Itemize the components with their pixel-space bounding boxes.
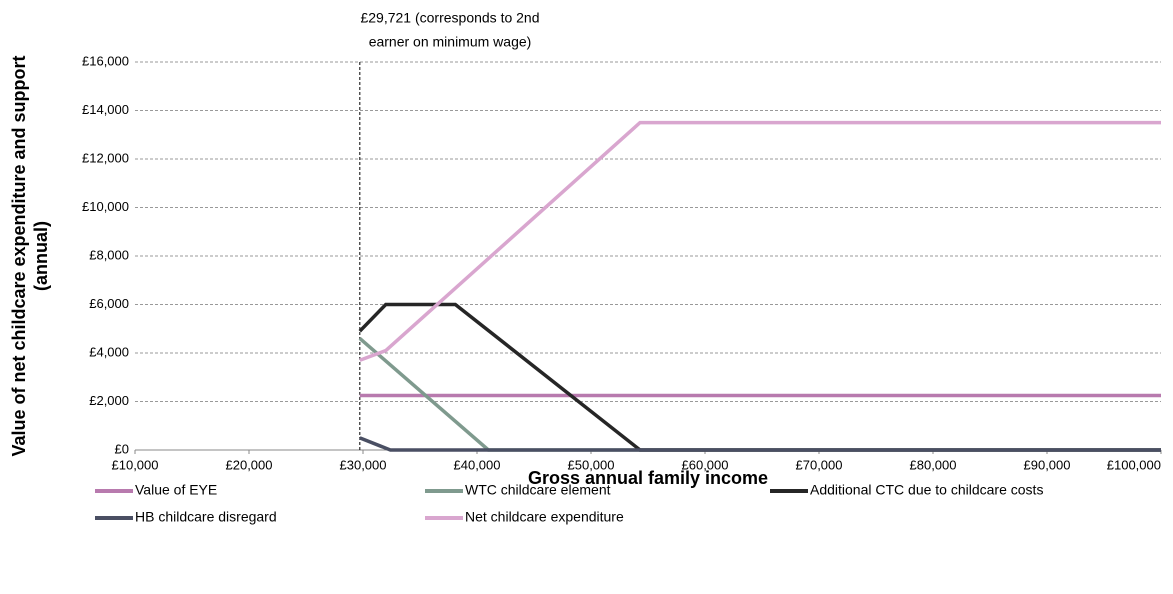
y-tick-label: £10,000 — [82, 199, 129, 214]
series-line — [359, 436, 1161, 452]
y-tick-label: £6,000 — [89, 296, 129, 311]
y-tick-label: £14,000 — [82, 102, 129, 117]
x-tick-label: £40,000 — [454, 457, 501, 472]
y-tick-label: £2,000 — [89, 393, 129, 408]
legend-label: WTC childcare element — [465, 482, 611, 498]
x-tick-label: £10,000 — [112, 457, 159, 472]
y-tick-label: £12,000 — [82, 150, 129, 165]
annotation-text: £29,721 (corresponds to 2nd — [360, 10, 539, 26]
legend-label: Value of EYE — [135, 482, 217, 498]
series-line — [359, 120, 1161, 362]
y-tick-label: £8,000 — [89, 247, 129, 262]
legend-label: HB childcare disregard — [135, 509, 277, 525]
y-axis-label-line: (annual) — [31, 221, 51, 291]
x-tick-label: £80,000 — [910, 457, 957, 472]
legend-label: Additional CTC due to childcare costs — [810, 482, 1043, 498]
x-tick-label: £100,000 — [1107, 457, 1161, 472]
legend-label: Net childcare expenditure — [465, 509, 624, 525]
x-tick-label: £20,000 — [226, 457, 273, 472]
y-axis-label: Value of net childcare expenditure and s… — [9, 55, 51, 456]
y-tick-label: £4,000 — [89, 344, 129, 359]
y-axis-label-line: Value of net childcare expenditure and s… — [9, 55, 29, 456]
y-tick-label: £16,000 — [82, 53, 129, 68]
x-tick-label: £50,000 — [568, 457, 615, 472]
series-line — [358, 302, 1161, 452]
x-tick-label: £70,000 — [796, 457, 843, 472]
y-tick-label: £0 — [115, 441, 129, 456]
x-tick-label: £60,000 — [682, 457, 729, 472]
x-tick-label: £90,000 — [1024, 457, 1071, 472]
x-axis-label: Gross annual family income — [528, 468, 768, 488]
x-tick-label: £30,000 — [340, 457, 387, 472]
annotation-text: earner on minimum wage) — [369, 34, 532, 50]
